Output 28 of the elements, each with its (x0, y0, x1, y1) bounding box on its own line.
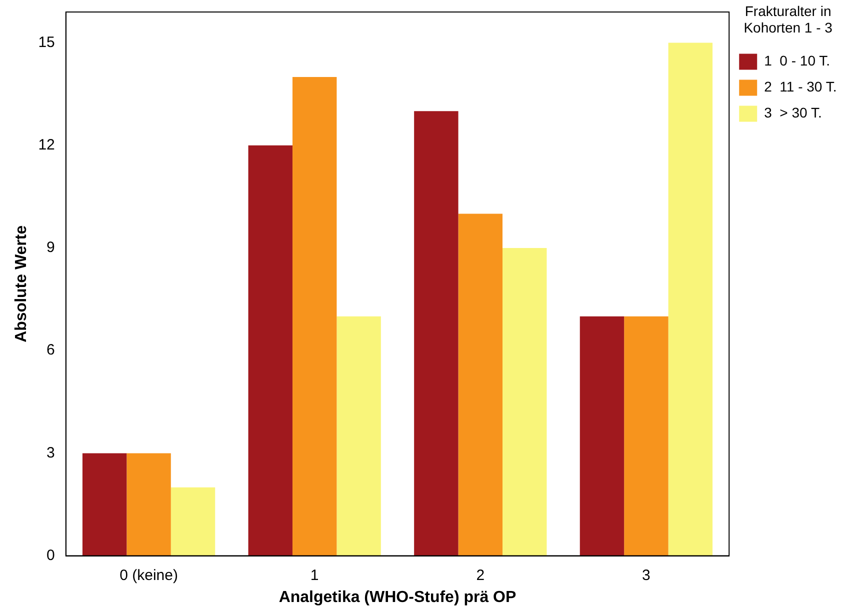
y-tick-label: 12 (38, 136, 55, 154)
x-tick-label: 3 (642, 566, 650, 584)
y-tick-label: 6 (46, 342, 55, 359)
bar (458, 214, 503, 556)
bar (82, 453, 127, 556)
bar (170, 487, 216, 556)
y-tick-label: 15 (38, 34, 55, 51)
x-tick-label: 2 (476, 566, 485, 584)
bar (292, 76, 337, 556)
bar (248, 145, 292, 556)
y-tick-label: 9 (46, 239, 55, 256)
legend-label: 2 11 - 30 T. (764, 78, 837, 95)
legend-label: 3 > 30 T. (764, 104, 822, 121)
bar (126, 453, 171, 556)
y-tick-label: 3 (46, 444, 55, 462)
x-tick-label: 0 (keine) (120, 566, 178, 584)
bar (580, 316, 624, 556)
x-tick-label: 1 (310, 566, 319, 584)
bar (624, 316, 668, 556)
bar (502, 248, 547, 556)
bar (336, 316, 381, 556)
y-tick-label: 0 (46, 546, 55, 564)
bar (668, 42, 713, 556)
x-axis-title: Analgetika (WHO-Stufe) prä OP (278, 588, 516, 606)
bar (414, 111, 458, 556)
legend-label: 1 0 - 10 T. (764, 52, 830, 69)
y-axis-title: Absolute Werte (13, 225, 30, 342)
legend-title: Frakturalter in Kohorten 1 - 3 (744, 2, 833, 36)
